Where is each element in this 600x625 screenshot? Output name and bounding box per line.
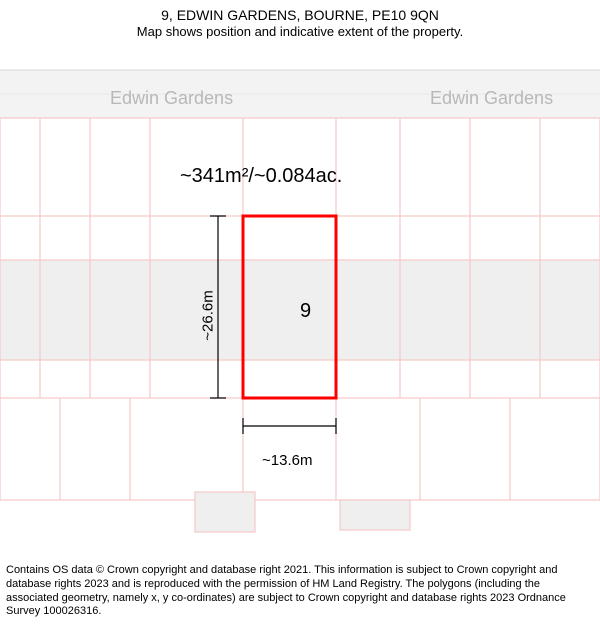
- width-dimension-label: ~13.6m: [262, 452, 312, 469]
- road-label: Edwin Gardens: [430, 88, 553, 109]
- plot-number: 9: [300, 300, 311, 323]
- footer-copyright: Contains OS data © Crown copyright and d…: [6, 564, 594, 619]
- area-label: ~341m²/~0.084ac.: [180, 165, 342, 188]
- road-label: Edwin Gardens: [110, 88, 233, 109]
- height-dimension-label: ~26.6m: [200, 290, 217, 340]
